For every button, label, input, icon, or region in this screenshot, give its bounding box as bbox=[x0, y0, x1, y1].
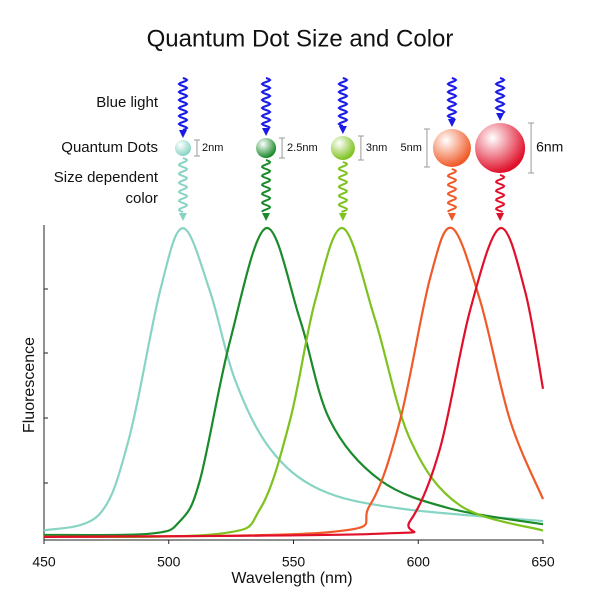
blue-light-wave bbox=[337, 77, 349, 127]
emission-wave bbox=[260, 159, 272, 213]
fluorescence-curve bbox=[43, 227, 544, 538]
emission-arrowhead bbox=[178, 213, 187, 221]
blue-light-wave bbox=[260, 77, 272, 129]
quantum-dot bbox=[330, 136, 355, 160]
quantum-dot bbox=[174, 140, 191, 156]
blue-light-arrowhead bbox=[447, 119, 456, 127]
blue-light-arrowhead bbox=[262, 128, 271, 136]
blue-light-arrowhead bbox=[496, 113, 505, 121]
chart-title: Quantum Dot Size and Color bbox=[147, 25, 454, 52]
x-axis-label: Wavelength (nm) bbox=[231, 570, 352, 587]
x-tick-label: 600 bbox=[407, 554, 431, 570]
x-tick-label: 550 bbox=[282, 554, 306, 570]
blue-light-arrowhead bbox=[338, 126, 347, 134]
fluorescence-curve bbox=[43, 226, 545, 538]
emission-wave bbox=[494, 174, 506, 213]
row-label: Size dependent bbox=[54, 169, 159, 186]
emission-wave bbox=[446, 168, 458, 213]
fluorescence-curve bbox=[43, 227, 544, 537]
fluorescence-curve bbox=[43, 227, 545, 538]
row-label: Quantum Dots bbox=[61, 139, 158, 156]
blue-light-wave bbox=[177, 77, 189, 131]
x-tick-label: 500 bbox=[157, 554, 181, 570]
emission-arrowhead bbox=[496, 213, 505, 221]
x-tick-label: 650 bbox=[531, 554, 555, 570]
emission-wave bbox=[177, 157, 189, 213]
size-label: 2.5nm bbox=[287, 142, 318, 154]
size-label: 6nm bbox=[536, 139, 563, 155]
row-label: Blue light bbox=[96, 94, 159, 111]
quantum-dot bbox=[256, 138, 277, 158]
blue-light-wave bbox=[494, 77, 506, 114]
quantum-dot bbox=[475, 123, 526, 173]
size-label: 5nm bbox=[401, 142, 422, 154]
row-label: color bbox=[125, 190, 158, 207]
y-axis-label: Fluorescence bbox=[21, 337, 38, 433]
size-label: 3nm bbox=[366, 142, 387, 154]
emission-arrowhead bbox=[262, 213, 271, 221]
emission-wave bbox=[337, 161, 349, 213]
size-label: 2nm bbox=[202, 142, 223, 154]
x-tick-label: 450 bbox=[32, 554, 56, 570]
emission-arrowhead bbox=[447, 213, 456, 221]
quantum-dot bbox=[432, 129, 471, 167]
emission-arrowhead bbox=[338, 213, 347, 221]
blue-light-wave bbox=[446, 77, 458, 120]
blue-light-arrowhead bbox=[178, 130, 187, 138]
fluorescence-curve bbox=[43, 227, 544, 532]
